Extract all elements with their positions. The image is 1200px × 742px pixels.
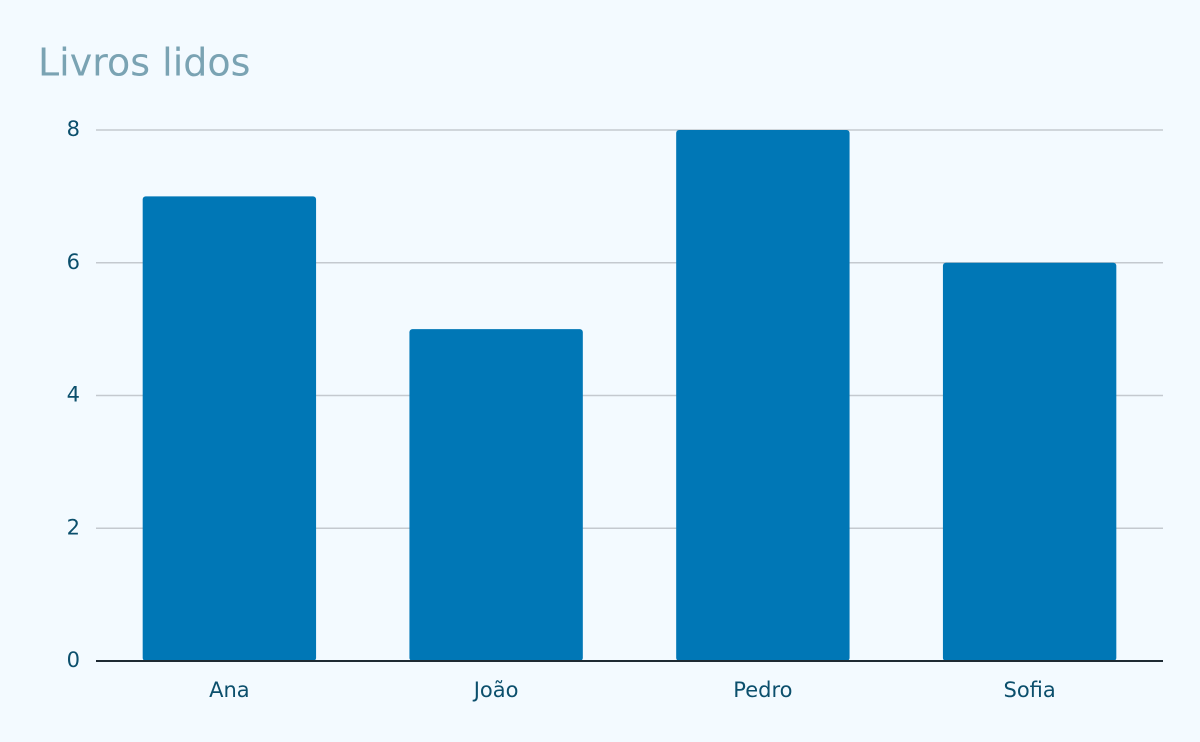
x-tick-label: João: [472, 678, 519, 702]
y-tick-label: 8: [67, 117, 80, 141]
bar: [942, 262, 1117, 661]
chart-title: Livros lidos: [38, 41, 250, 85]
bar: [142, 196, 317, 661]
y-tick-label: 4: [67, 383, 80, 407]
y-tick-label: 6: [67, 250, 80, 274]
x-tick-label: Pedro: [733, 678, 792, 702]
bar: [409, 329, 583, 661]
x-tick-label: Sofia: [1003, 678, 1055, 702]
bar: [676, 130, 850, 661]
y-tick-label: 2: [67, 515, 80, 539]
x-tick-label: Ana: [209, 678, 250, 702]
y-tick-label: 0: [67, 648, 80, 672]
